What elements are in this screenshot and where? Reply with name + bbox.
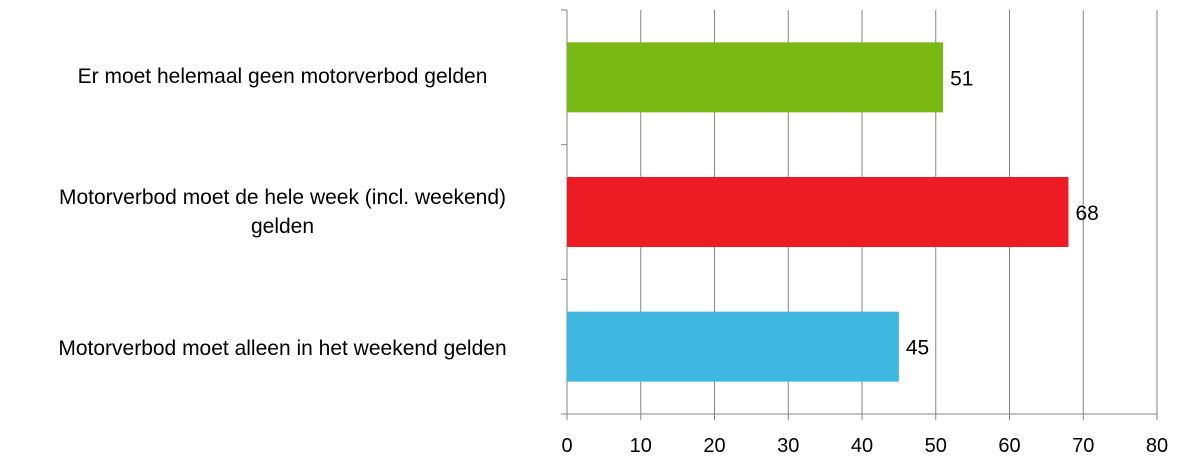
data-label-0: 51	[950, 67, 973, 90]
data-label-1: 68	[1076, 202, 1099, 225]
x-tick-label-80: 80	[1146, 435, 1168, 457]
data-label-2: 45	[906, 337, 929, 360]
category-label-2: Motorverbod moet alleen in het weekend g…	[5, 334, 560, 363]
x-tick-label-40: 40	[851, 435, 873, 457]
x-tick-label-20: 20	[703, 435, 725, 457]
category-label-1-line-0: Motorverbod moet de hele week (incl. wee…	[58, 186, 507, 209]
x-tick-label-0: 0	[561, 435, 572, 457]
x-tick-label-10: 10	[630, 435, 652, 457]
x-tick-label-70: 70	[1072, 435, 1094, 457]
bar-1	[567, 177, 1069, 247]
x-tick-label-50: 50	[925, 435, 947, 457]
category-label-1-line-1: gelden	[250, 215, 315, 238]
category-label-2-line-0: Motorverbod moet alleen in het weekend g…	[58, 337, 507, 360]
x-tick-label-30: 30	[777, 435, 799, 457]
x-tick-label-60: 60	[998, 435, 1020, 457]
bar-0	[567, 42, 944, 113]
category-label-0: Er moet helemaal geen motorverbod gelden	[5, 62, 560, 91]
bar-2	[567, 311, 899, 382]
category-label-1: Motorverbod moet de hele week (incl. wee…	[5, 183, 560, 241]
category-label-0-line-0: Er moet helemaal geen motorverbod gelden	[77, 65, 488, 88]
